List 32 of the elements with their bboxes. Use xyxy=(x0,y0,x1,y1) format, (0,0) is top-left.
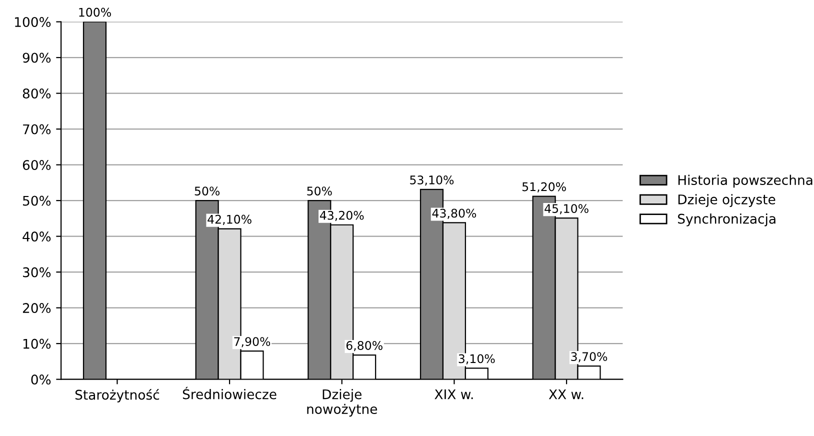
y-tick-label: 30% xyxy=(23,267,51,278)
legend-label: Historia powszechna xyxy=(678,174,812,188)
data-label: 50% xyxy=(194,186,220,196)
x-tick-label: XX w. xyxy=(548,389,584,400)
x-tick-label: Starożytność xyxy=(75,389,160,402)
y-tick-label: 50% xyxy=(23,196,51,206)
y-tick-label: 10% xyxy=(23,338,51,349)
x-tick-label: Dzieje nowożytne xyxy=(307,389,378,417)
y-tick-label: 70% xyxy=(23,124,51,134)
y-tick-label: 80% xyxy=(22,88,51,99)
data-label: 51,20% xyxy=(522,182,566,192)
y-tick-label: 90% xyxy=(22,52,51,63)
data-label: 6,80% xyxy=(346,341,382,352)
data-label: 7,90% xyxy=(234,337,270,348)
data-label: 42,10% xyxy=(208,214,252,225)
data-label: 3,70% xyxy=(571,352,608,362)
data-label: 3,10% xyxy=(458,354,495,364)
y-tick-label: 100% xyxy=(15,17,51,27)
y-tick-label: 60% xyxy=(22,160,51,170)
y-tick-label: 40% xyxy=(22,232,51,242)
y-tick-label: 20% xyxy=(22,303,51,314)
legend-label: Dzieje ojczyste xyxy=(678,194,776,207)
data-label: 45,10% xyxy=(544,204,588,214)
legend-label: Synchronizacja xyxy=(678,214,776,226)
data-label: 50% xyxy=(307,186,332,196)
data-label: 43,20% xyxy=(320,210,364,222)
data-label: 43,80% xyxy=(432,208,476,219)
data-label: 100% xyxy=(79,8,111,17)
data-label: 53,10% xyxy=(410,175,454,186)
x-tick-label: XIX w. xyxy=(434,389,473,400)
y-tick-label: 0% xyxy=(31,374,51,385)
x-tick-label: Średniowiecze xyxy=(182,386,276,400)
